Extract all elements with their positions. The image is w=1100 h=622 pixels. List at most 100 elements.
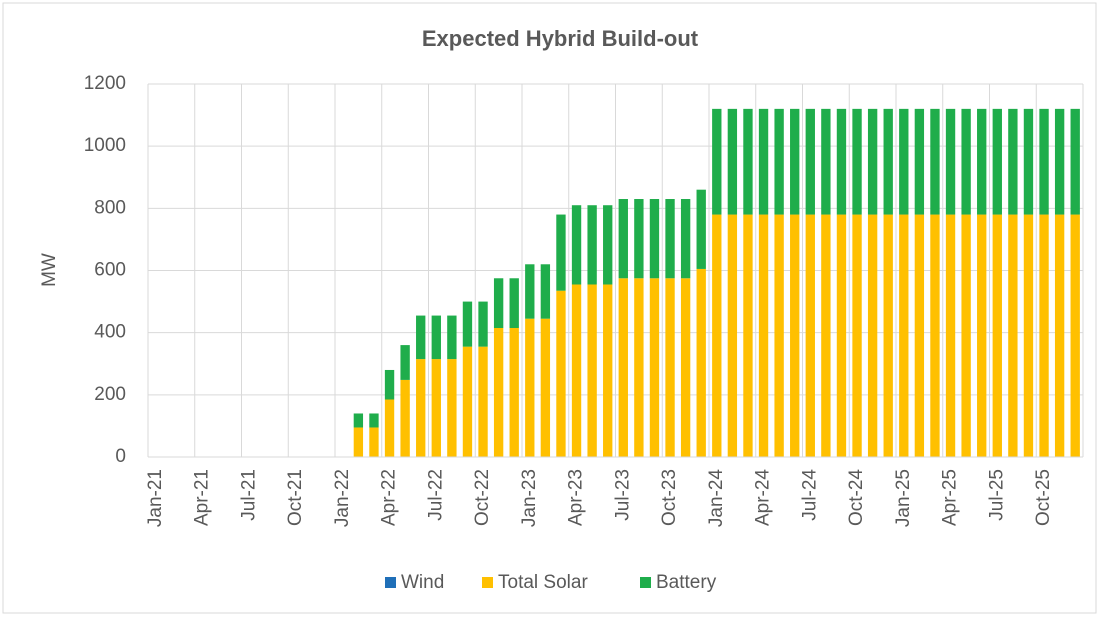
legend-label: Total Solar — [498, 572, 588, 593]
bar-segment — [493, 328, 504, 457]
x-tick-label: Jul-21 — [238, 469, 259, 521]
bar-segment — [977, 214, 987, 457]
bar-segment — [618, 199, 628, 279]
x-tick-label: Oct-21 — [285, 469, 306, 526]
bar-segment — [727, 214, 738, 457]
bar-segment — [945, 214, 956, 457]
bar-segment — [665, 199, 675, 279]
bar-segment — [509, 328, 519, 457]
bar-segment — [462, 301, 473, 347]
bar-segment — [384, 369, 395, 400]
bar-segment — [1039, 108, 1049, 215]
bar-segment — [914, 108, 925, 215]
bar-segment — [852, 108, 862, 215]
y-tick-label: 0 — [115, 446, 126, 467]
bar-segment — [992, 108, 1002, 215]
x-tick-label: Jan-21 — [145, 469, 166, 527]
bar-segment — [696, 189, 706, 269]
bar-segment — [1008, 108, 1018, 215]
y-axis-label: MW — [39, 253, 60, 287]
bar-segment — [1023, 108, 1034, 215]
bar-segment — [416, 359, 426, 457]
legend-swatch — [640, 577, 651, 588]
bar-segment — [525, 318, 535, 457]
x-tick-label: Jul-23 — [612, 469, 633, 521]
bar-segment — [805, 108, 815, 215]
bar-segment — [961, 108, 971, 215]
bar-segment — [462, 346, 473, 457]
bar-segment — [883, 214, 893, 457]
y-tick-label: 200 — [94, 384, 126, 405]
bar-segment — [571, 284, 582, 457]
bar-segment — [930, 214, 940, 457]
bar-segment — [852, 214, 862, 457]
legend: Wind Total Solar Battery — [385, 572, 717, 593]
bar-segment — [758, 214, 769, 457]
bar-segment — [914, 214, 925, 457]
x-tick-label: Jul-22 — [425, 469, 446, 521]
bar-segment — [680, 199, 691, 279]
bar-segment — [992, 214, 1002, 457]
x-tick-label: Oct-25 — [1033, 469, 1054, 526]
x-tick-label: Oct-24 — [846, 469, 867, 526]
bar-segment — [603, 205, 613, 285]
x-tick-label: Jan-24 — [706, 469, 727, 528]
bar-segment — [478, 346, 488, 457]
bar-segment — [1054, 108, 1065, 215]
x-tick-label: Oct-22 — [472, 469, 493, 526]
bar-segment — [540, 264, 551, 319]
bar-segment — [977, 108, 987, 215]
x-tick-label: Jan-22 — [332, 469, 353, 527]
bar-segment — [696, 268, 706, 457]
bar-segment — [400, 345, 410, 380]
bar-segment — [587, 205, 597, 285]
bar-segment — [353, 427, 364, 457]
bar-segment — [416, 315, 426, 360]
bar-segment — [1070, 108, 1080, 215]
y-tick-label: 1000 — [84, 135, 126, 156]
bar-segment — [883, 108, 893, 215]
bar-segment — [899, 214, 909, 457]
x-tick-label: Oct-23 — [659, 469, 680, 526]
bar-segment — [821, 108, 831, 215]
bar-segment — [353, 413, 364, 428]
bar-segment — [431, 359, 441, 457]
x-tick-label: Apr-23 — [566, 469, 587, 526]
y-tick-label: 600 — [94, 260, 126, 281]
bar-segment — [493, 278, 504, 329]
bar-segment — [836, 108, 847, 215]
bar-segment — [821, 214, 831, 457]
bar-segment — [525, 264, 535, 319]
bar-segment — [509, 278, 519, 329]
bar-segment — [743, 214, 753, 457]
bar-segment — [930, 108, 940, 215]
bar-segment — [774, 214, 784, 457]
bar-segment — [634, 278, 644, 457]
legend-label: Battery — [656, 572, 717, 593]
bar-segment — [712, 214, 722, 457]
x-tick-label: Apr-24 — [753, 469, 774, 526]
x-tick-label: Jan-23 — [519, 469, 540, 527]
bar-segment — [743, 108, 753, 215]
bar-segment — [587, 284, 597, 457]
bar-segment — [867, 214, 878, 457]
y-tick-label: 800 — [94, 197, 126, 218]
bar-segment — [556, 290, 566, 457]
bar-segment — [805, 214, 815, 457]
bar-segment — [369, 413, 379, 428]
bar-segment — [556, 214, 566, 291]
bar-segment — [447, 359, 457, 457]
bar-segment — [790, 214, 800, 457]
bar-segment — [649, 199, 660, 279]
bar-segment — [634, 199, 644, 279]
bar-segment — [1023, 214, 1034, 457]
bar-segment — [899, 108, 909, 215]
bar-segment — [961, 214, 971, 457]
bar-segment — [727, 108, 738, 215]
bar-segment — [758, 108, 769, 215]
bar-segment — [603, 284, 613, 457]
bar-segment — [649, 278, 660, 457]
y-tick-label: 1200 — [84, 73, 126, 94]
bar-segment — [369, 427, 379, 457]
bar-segment — [431, 315, 441, 360]
